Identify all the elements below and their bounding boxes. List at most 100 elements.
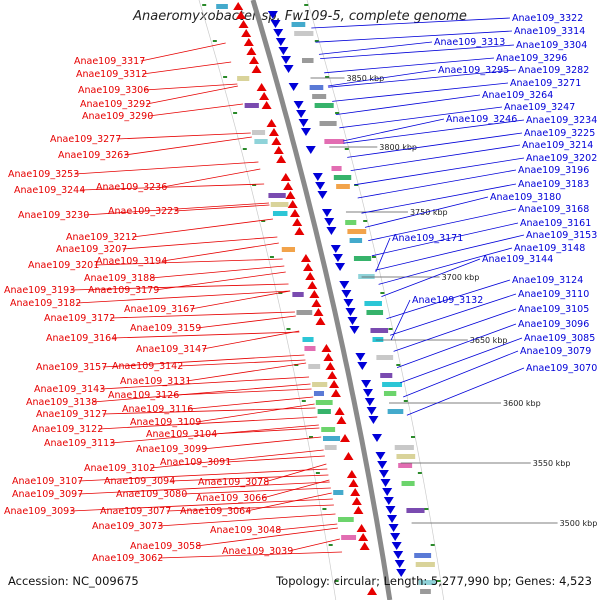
right-gene-label: Anae109_3124 xyxy=(512,275,583,286)
band-marker xyxy=(363,220,368,222)
annotation-block xyxy=(376,355,394,360)
right-gene-label: Anae109_3296 xyxy=(496,53,567,64)
leader-line xyxy=(350,144,521,171)
left-gene-label: Anae109_3230 xyxy=(18,210,89,221)
band-marker xyxy=(308,436,313,438)
annotation-block xyxy=(372,337,384,342)
forward-gene-arrow xyxy=(251,65,262,73)
right-gene-label: Anae109_3246 xyxy=(446,114,517,125)
leader-line xyxy=(196,403,315,423)
annotation-block xyxy=(353,256,372,261)
right-gene-label: Anae109_3214 xyxy=(522,140,593,151)
leader-line xyxy=(324,57,495,74)
leader-line xyxy=(148,103,243,117)
leader-line xyxy=(182,487,331,495)
leader-line xyxy=(202,330,300,350)
forward-gene-arrow xyxy=(353,506,364,514)
right-gene-label: Anae109_3148 xyxy=(514,243,585,254)
forward-gene-arrow xyxy=(346,470,357,478)
right-gene-label: Anae109_3144 xyxy=(482,254,553,265)
reverse-gene-arrow xyxy=(317,191,328,199)
left-gene-label: Anae109_3223 xyxy=(108,206,179,217)
forward-gene-arrow xyxy=(356,524,367,532)
annotation-block xyxy=(301,58,314,63)
leader-line xyxy=(347,132,523,158)
annotation-block xyxy=(281,247,296,252)
right-gene-labels: Anae109_3322 Anae109_3314 Anae109_3313 Anae… xyxy=(392,13,597,374)
reverse-gene-arrow xyxy=(278,47,289,55)
reverse-gene-arrow xyxy=(280,56,291,64)
kbp-tick-label: 3750 kbp xyxy=(410,208,448,217)
gene-features xyxy=(216,2,436,595)
left-gene-label: Anae109_3138 xyxy=(26,397,97,408)
leader-line xyxy=(74,161,259,175)
annotation-block xyxy=(420,589,431,594)
band-marker xyxy=(252,184,257,186)
leader-line xyxy=(142,61,232,75)
left-gene-label: Anae109_3312 xyxy=(76,69,147,80)
right-gene-label: Anae109_3168 xyxy=(518,204,589,215)
leader-line xyxy=(262,479,330,499)
annotation-block xyxy=(396,454,416,459)
right-gene-label: Anae109_3282 xyxy=(518,65,589,76)
right-gene-label: Anae109_3183 xyxy=(518,179,589,190)
band-marker xyxy=(233,112,238,114)
reverse-gene-arrow xyxy=(339,281,350,289)
forward-gene-arrow xyxy=(294,227,305,235)
reverse-gene-arrow xyxy=(305,146,316,154)
annotation-block xyxy=(268,193,286,198)
leader-line xyxy=(335,94,481,115)
reverse-gene-arrow xyxy=(364,398,375,406)
leader-line xyxy=(178,359,306,367)
band-marker xyxy=(325,76,330,78)
forward-gene-arrow xyxy=(233,2,244,10)
band-marker xyxy=(417,472,422,474)
reverse-gene-arrow xyxy=(368,416,379,424)
forward-gene-arrow xyxy=(283,182,294,190)
band-marker xyxy=(212,40,217,42)
leader-line xyxy=(166,504,334,512)
annotation-block xyxy=(406,508,425,513)
right-gene-label: Anae109_3314 xyxy=(514,26,585,37)
left-gene-label: Anae109_3039 xyxy=(222,546,293,557)
band-marker xyxy=(436,580,441,582)
left-gene-label: Anae109_3172 xyxy=(44,313,115,324)
annotation-block xyxy=(296,310,313,315)
right-gene-label: Anae109_3153 xyxy=(526,230,597,241)
left-gene-label: Anae109_3099 xyxy=(136,444,207,455)
leader-line xyxy=(112,331,300,339)
forward-gene-arrow xyxy=(287,200,298,208)
leader-line xyxy=(170,474,329,482)
band-marker xyxy=(380,292,385,294)
leader-line xyxy=(154,271,286,291)
annotation-block xyxy=(294,31,314,36)
right-gene-label: Anae109_3105 xyxy=(518,304,589,315)
left-gene-label: Anae109_3157 xyxy=(36,362,107,373)
reverse-gene-arrow xyxy=(335,263,346,271)
leader-line xyxy=(190,290,291,310)
band-marker xyxy=(430,544,435,546)
reverse-gene-arrow xyxy=(391,542,402,550)
forward-gene-arrow xyxy=(292,218,303,226)
leader-line xyxy=(98,416,318,430)
forward-gene-arrow xyxy=(348,479,359,487)
band-marker xyxy=(304,4,309,6)
left-gene-label: Anae109_3194 xyxy=(96,256,167,267)
leader-line xyxy=(116,132,251,140)
leader-line xyxy=(188,396,314,410)
left-gene-label: Anae109_3078 xyxy=(198,477,269,488)
annotation-block xyxy=(333,490,344,495)
annotation-block xyxy=(398,463,413,468)
left-gene-label: Anae109_3073 xyxy=(92,521,163,532)
left-gene-label: Anae109_3113 xyxy=(44,438,115,449)
annotation-block xyxy=(216,4,228,9)
annotation-block xyxy=(319,121,337,126)
right-label-leaders xyxy=(311,17,525,416)
kbp-tick-label: 3500 kbp xyxy=(560,519,598,528)
forward-gene-arrow xyxy=(238,20,249,28)
forward-gene-arrow xyxy=(321,344,332,352)
leader-line xyxy=(386,279,511,320)
reverse-gene-arrow xyxy=(332,254,343,262)
leader-line xyxy=(162,242,279,262)
